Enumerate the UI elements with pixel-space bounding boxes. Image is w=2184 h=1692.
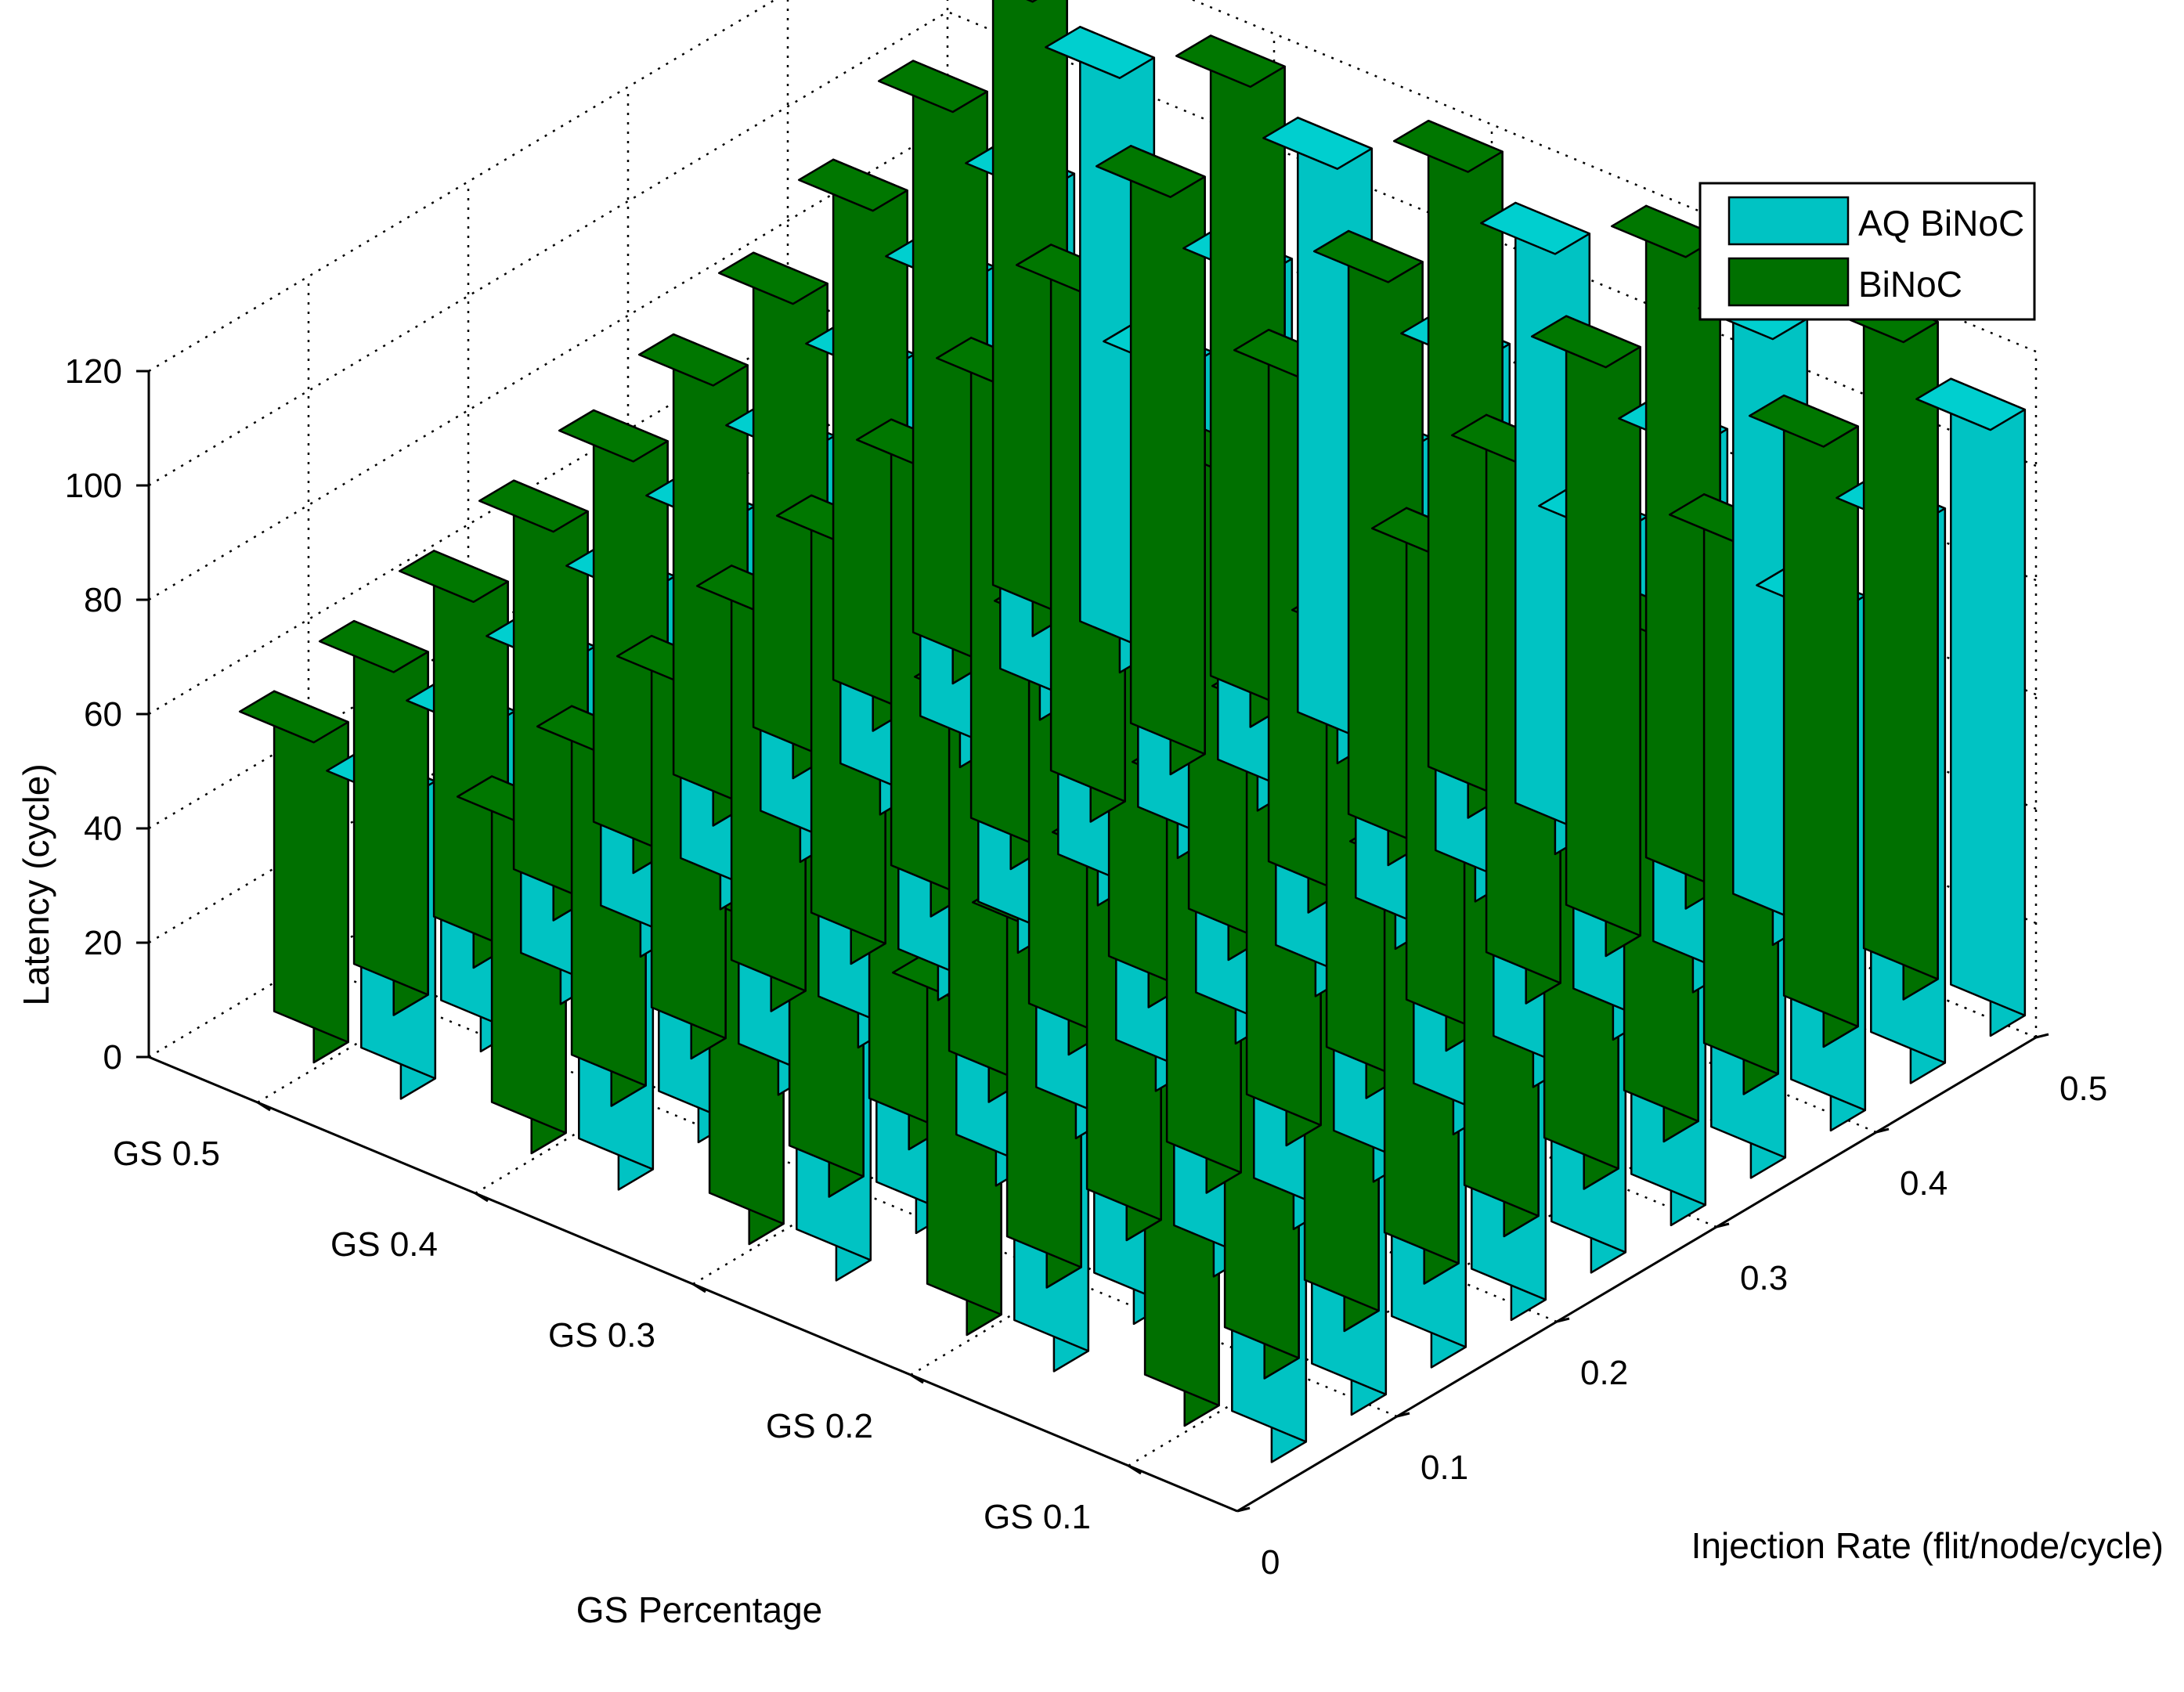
z-tick-label: 100: [65, 467, 122, 505]
gs-tick-mark: [1128, 1464, 1142, 1475]
injection-tick-mark: [1716, 1222, 1730, 1228]
legend-swatch-aq-binoc: [1727, 196, 1850, 246]
z-tick-label: 0: [103, 1038, 122, 1077]
bar-top-face: [1026, 0, 1038, 3]
bar-top-face: [877, 60, 988, 114]
injection-tick-label: 0.1: [1421, 1448, 1468, 1487]
legend-label-aq-binoc: AQ BiNoC: [1858, 203, 2024, 244]
bar-top-face: [1175, 34, 1286, 88]
axes: [136, 370, 2049, 1513]
bar-side-face: [1129, 145, 1206, 756]
z-axis-label: Latency (cycle): [16, 763, 56, 1005]
tick-labels: 0 20 40 60 80 100 120 GS 0.5 GS 0.4 GS 0.3 GS 0.2 G…: [65, 352, 2108, 1582]
gs-tick-label: GS 0.1: [984, 1498, 1091, 1536]
bar-top-face: [797, 158, 908, 212]
injection-tick-label: 0.2: [1580, 1354, 1628, 1392]
bar-side-face: [991, 0, 1068, 617]
bar-side-face: [352, 619, 429, 996]
injection-tick-mark: [1875, 1127, 1890, 1134]
gs-tick-label: GS 0.2: [766, 1407, 873, 1445]
bar-side-face: [1565, 315, 1641, 937]
legend-swatch-binoc: [1727, 257, 1850, 307]
bar-top-face: [1095, 145, 1206, 198]
bar-aq-binoc: [1915, 377, 2027, 1037]
gs-tick-label: GS 0.4: [330, 1225, 438, 1264]
bar-top-face: [1915, 377, 2027, 431]
bar-binoc: [1530, 315, 1641, 958]
bar-side-face: [273, 690, 349, 1044]
bar-top-face: [1262, 117, 1374, 170]
bar-top-face: [1312, 229, 1424, 283]
bar-top-face: [318, 619, 429, 673]
legend-label-binoc: BiNoC: [1858, 264, 1962, 305]
injection-tick-mark: [2035, 1033, 2049, 1039]
bar-top-face: [1480, 201, 1591, 255]
gs-tick-label: GS 0.5: [113, 1135, 220, 1173]
bar-top-face: [238, 690, 349, 744]
bar-top-face: [717, 251, 828, 305]
bar-top-face: [558, 409, 669, 463]
bar-binoc: [238, 690, 349, 1064]
injection-tick-label: 0.3: [1740, 1259, 1788, 1297]
bar-top-face: [1748, 394, 1859, 448]
gs-tick-label: GS 0.3: [548, 1316, 655, 1355]
injection-tick-label: 0: [1261, 1543, 1280, 1582]
y-axis-label: Injection Rate (flit/node/cycle): [1691, 1525, 2164, 1566]
z-tick-label: 40: [84, 810, 122, 848]
injection-tick-label: 0.5: [2059, 1070, 2107, 1108]
bar-binoc: [398, 550, 509, 969]
bar-side-face: [1782, 394, 1859, 1028]
bar-top-face: [478, 479, 589, 533]
bar-top-face: [1392, 119, 1504, 173]
injection-tick-mark: [1236, 1506, 1251, 1513]
bar-binoc: [1175, 34, 1286, 728]
bars: [238, 0, 2027, 1463]
injection-tick-label: 0.4: [1900, 1164, 1948, 1203]
gs-tick-mark: [475, 1192, 489, 1203]
z-tick-label: 120: [65, 352, 122, 391]
z-tick-label: 60: [84, 695, 122, 734]
injection-tick-mark: [1556, 1317, 1570, 1323]
bar-binoc: [1748, 394, 1859, 1048]
bar-top-face: [1530, 315, 1641, 369]
gs-tick-mark: [910, 1373, 924, 1384]
z-tick-label: 80: [84, 581, 122, 619]
z-tick-label: 20: [84, 924, 122, 962]
gs-tick-mark: [257, 1101, 271, 1112]
gs-tick-mark: [692, 1283, 706, 1293]
legend: AQ BiNoC BiNoC: [1698, 182, 2036, 321]
y-axis-line: [1236, 1036, 2037, 1513]
bar-top-face: [1045, 26, 1156, 79]
bar-top-face: [637, 333, 749, 387]
bar-binoc: [318, 619, 429, 1016]
injection-tick-mark: [1396, 1412, 1410, 1418]
bar-binoc: [1392, 119, 1504, 819]
x-axis-label: GS Percentage: [576, 1589, 823, 1630]
bar-top-face: [398, 550, 509, 604]
bar-side-face: [1950, 377, 2027, 1017]
bar-binoc: [1095, 145, 1206, 776]
